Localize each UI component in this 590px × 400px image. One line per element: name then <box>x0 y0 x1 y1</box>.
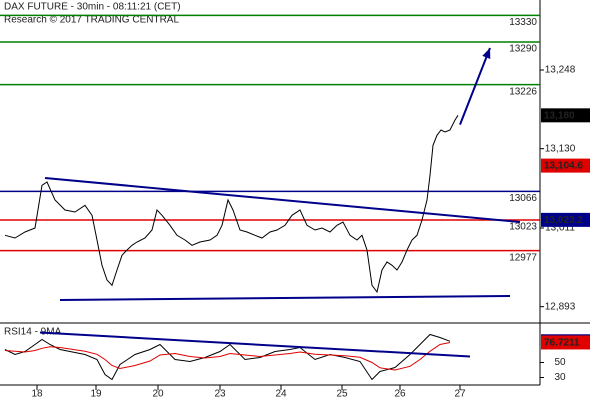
forecast-arrow <box>459 47 491 126</box>
price-marker <box>541 158 590 173</box>
x-tick-label: 18 <box>31 389 43 400</box>
x-tick-label: 25 <box>336 389 348 400</box>
y-tick-label: 50 <box>554 357 566 368</box>
price-marker-label: 13,023.2 <box>544 215 583 226</box>
arrow-head <box>482 48 491 59</box>
price-marker-label: 76.7211 <box>544 338 580 349</box>
price-marker <box>541 335 590 350</box>
level-label: 13290 <box>509 44 537 55</box>
level-label: 13023 <box>509 222 537 233</box>
price-marker <box>541 108 590 123</box>
price-line <box>4 115 459 294</box>
trendline <box>59 295 511 301</box>
x-tick-label: 24 <box>275 389 287 400</box>
price-marker <box>541 212 590 227</box>
x-tick-label: 19 <box>90 389 102 400</box>
chart-subtitle: Research © 2017 TRADING CENTRAL <box>4 15 179 26</box>
level-label: 13066 <box>509 193 537 204</box>
price-marker-label: 13,104.6 <box>544 161 583 172</box>
x-tick-label: 20 <box>152 389 164 400</box>
x-tick-label: 26 <box>394 389 406 400</box>
rsi-title: RSI14 - 9MA <box>4 327 62 338</box>
y-tick-label: 30 <box>554 372 566 383</box>
price-line <box>4 333 451 381</box>
level-label: 12977 <box>509 252 537 263</box>
trendline <box>39 331 471 358</box>
y-tick-label: 13,248 <box>545 65 576 76</box>
price-line <box>4 342 451 371</box>
y-tick-label: 12,893 <box>545 301 576 312</box>
level-label: 13226 <box>509 86 537 97</box>
x-tick-label: 23 <box>214 389 226 400</box>
price-marker-label: 13,180 <box>544 110 575 121</box>
trendline <box>44 177 521 223</box>
y-tick-label: 13,130 <box>545 143 576 154</box>
x-tick-label: 27 <box>454 389 466 400</box>
level-label: 13330 <box>509 17 537 28</box>
y-tick-label: 13,011 <box>545 223 575 234</box>
chart-title: DAX FUTURE - 30min - 08:11:21 (CET) <box>4 2 181 13</box>
